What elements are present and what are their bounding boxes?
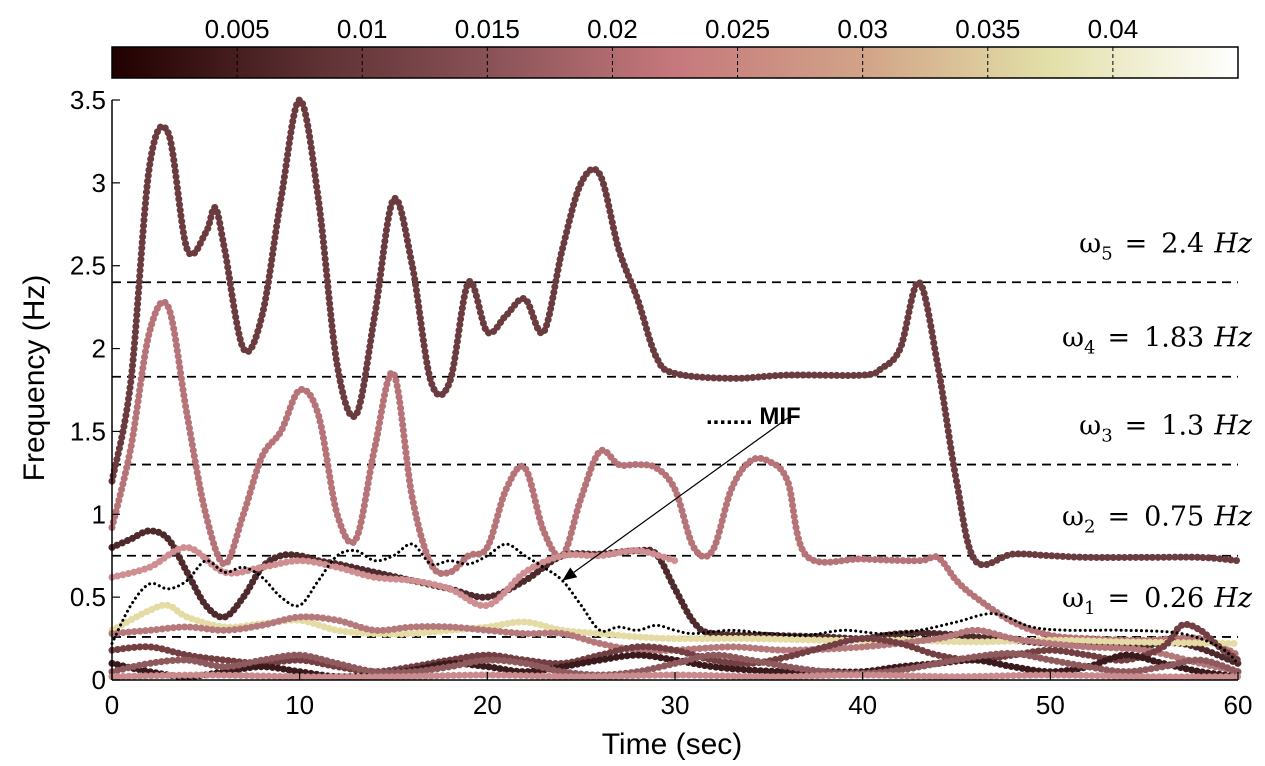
omega-unit: Hz: [1213, 502, 1253, 533]
x-tick-label: 40: [848, 690, 877, 720]
y-tick-label: 2.5: [70, 251, 106, 281]
omega-unit: Hz: [1213, 228, 1253, 259]
colorbar: 0.005 0.01 0.015 0.02 0.025 0.03 0.035 0.04: [111, 14, 1239, 79]
y-axis-title: Frequency (Hz): [18, 275, 51, 482]
omega-subscript: 1: [1084, 598, 1095, 619]
omega-label: ω5 = 2.4 Hz: [1079, 228, 1253, 264]
omega-label: ω1 = 0.26 Hz: [1062, 583, 1253, 619]
colorbar-tick-label: 0.015: [455, 14, 520, 44]
omega-value: 1.3: [1161, 411, 1204, 442]
omega-symbol: ω: [1062, 323, 1084, 354]
omega-unit: Hz: [1213, 323, 1253, 354]
colorbar-tick-label: 0.02: [587, 14, 638, 44]
omega-equals: =: [1125, 411, 1148, 442]
omega-equals: =: [1125, 228, 1148, 259]
x-tick-label: 50: [1036, 690, 1065, 720]
omega-symbol: ω: [1079, 228, 1101, 259]
y-ticks: 0 0.5 1 1.5 2 2.5 3 3.5: [70, 85, 120, 695]
colorbar-tick-label: 0.005: [205, 14, 270, 44]
ridge-series: [108, 96, 1242, 569]
x-tick-label: 60: [1224, 690, 1253, 720]
omega-subscript: 4: [1084, 338, 1095, 359]
x-tick-label: 20: [473, 690, 502, 720]
x-ticks: 0 10 20 30 40 50 60: [105, 672, 1253, 720]
omega-label: ω2 = 0.75 Hz: [1062, 502, 1253, 538]
x-tick-label: 10: [285, 690, 314, 720]
ridge-series: [108, 613, 1242, 676]
omega-value: 2.4: [1161, 228, 1204, 259]
omega-equals: =: [1107, 323, 1130, 354]
y-tick-label: 3.5: [70, 85, 106, 115]
plot-area: 0 10 20 30 40 50 60 0 0.5 1 1.5 2 2.5 3 3.5 ....... M…: [70, 85, 1253, 720]
colorbar-tick-label: 0.035: [955, 14, 1020, 44]
y-tick-label: 1: [92, 499, 106, 529]
omega-subscript: 2: [1084, 517, 1095, 538]
colorbar-tick-label: 0.01: [337, 14, 388, 44]
y-tick-label: 1.5: [70, 416, 106, 446]
colorbar-tick-label: 0.025: [705, 14, 770, 44]
y-tick-label: 0.5: [70, 582, 106, 612]
x-tick-label: 30: [661, 690, 690, 720]
omega-value: 0.26: [1144, 583, 1204, 614]
omega-symbol: ω: [1062, 502, 1084, 533]
x-axis-title: Time (sec): [602, 728, 743, 761]
omega-label: ω3 = 1.3 Hz: [1079, 411, 1253, 447]
mif-label: ....... MIF: [706, 403, 801, 430]
omega-symbol: ω: [1062, 583, 1084, 614]
colorbar-ticks: 0.005 0.01 0.015 0.02 0.025 0.03 0.035 0.04: [205, 14, 1139, 78]
annotation-arrow-line: [573, 417, 788, 573]
omega-value: 0.75: [1144, 502, 1204, 533]
omega-subscript: 5: [1101, 243, 1112, 264]
mif-series-group: [110, 542, 1240, 665]
omega-equals: =: [1107, 583, 1130, 614]
mif-series: [110, 542, 1240, 665]
omega-equals: =: [1107, 502, 1130, 533]
y-tick-label: 3: [92, 168, 106, 198]
x-tick-label: 0: [105, 690, 119, 720]
y-tick-label: 0: [92, 665, 106, 695]
omega-unit: Hz: [1213, 411, 1253, 442]
ridge-series: [108, 298, 1242, 659]
omega-subscript: 3: [1101, 426, 1112, 447]
omega-unit: Hz: [1213, 583, 1253, 614]
omega-symbol: ω: [1079, 411, 1101, 442]
colorbar-tick-label: 0.03: [837, 14, 888, 44]
omega-label: ω4 = 1.83 Hz: [1062, 323, 1253, 359]
colorbar-gradient: [111, 46, 1239, 79]
colorbar-tick-label: 0.04: [1088, 14, 1139, 44]
ridge-series: [108, 543, 679, 610]
annotation-arrow-head: [562, 567, 578, 581]
omega-value: 1.83: [1144, 323, 1204, 354]
mif-annotation: ....... MIF: [562, 403, 801, 581]
y-tick-label: 2: [92, 334, 106, 364]
ridge-series: [108, 649, 1242, 679]
